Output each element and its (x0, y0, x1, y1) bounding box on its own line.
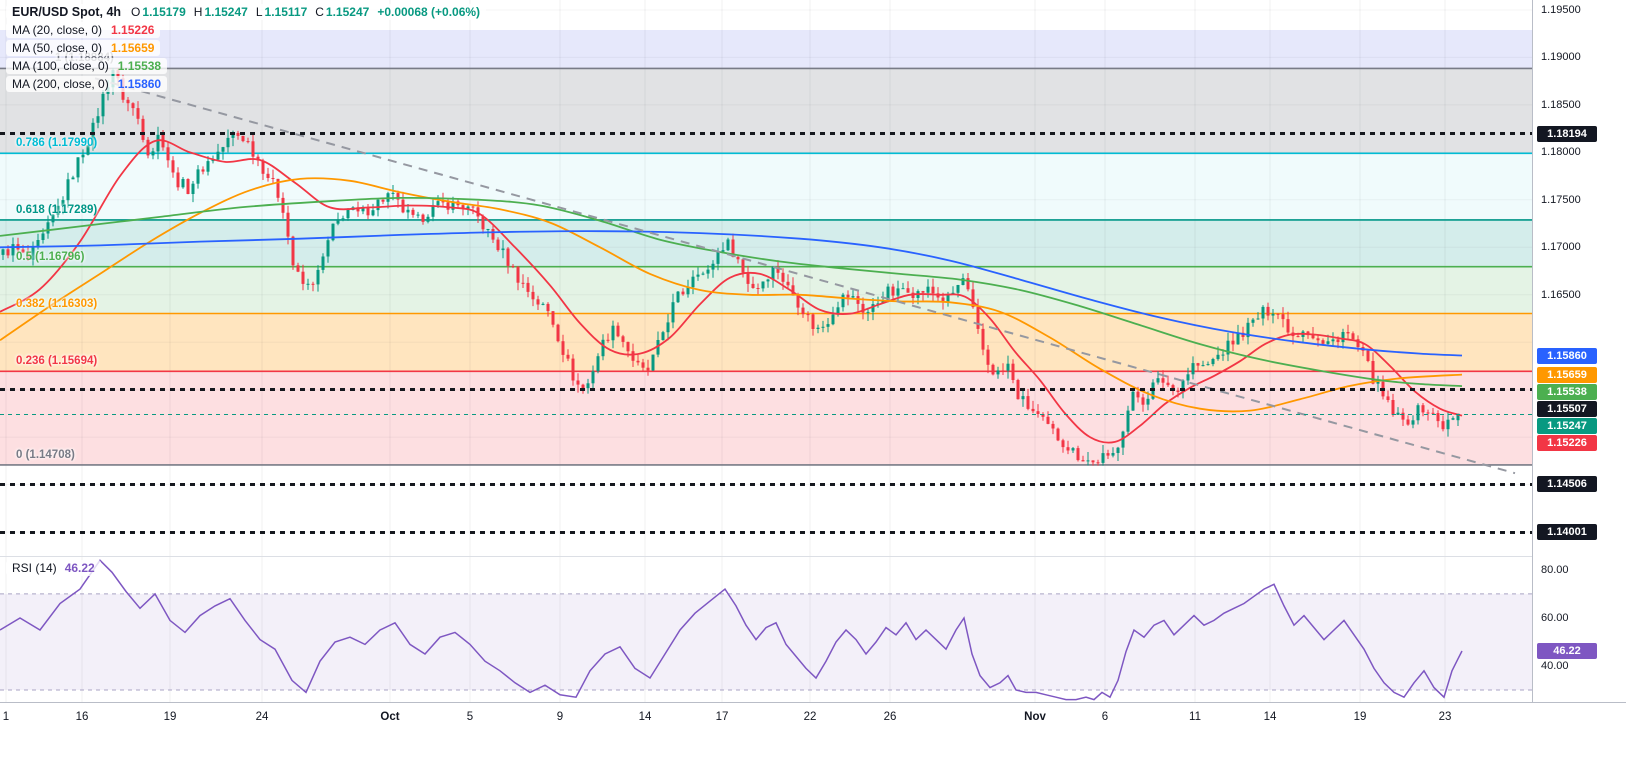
rsi-badge: 46.22 (1537, 643, 1597, 659)
ohlc-key: H (193, 5, 203, 19)
rsi-label: RSI (14) (12, 561, 57, 575)
rsi-axis-tick: 80.00 (1541, 563, 1569, 576)
price-axis-tick: 1.19000 (1541, 51, 1581, 64)
ohlc-values: O 1.15179 H 1.15247 L 1.15117 C 1.15247 (123, 5, 369, 19)
time-axis-tick: 19 (163, 711, 177, 723)
fib-zone (0, 313, 1532, 372)
price-axis[interactable]: 1.19500 1.19000 1.18500 1.18000 1.17500 1.170… (1532, 0, 1626, 702)
time-axis-tick: 22 (803, 711, 817, 723)
time-axis-tick: 16 (75, 711, 89, 723)
price-badge: 1.15538 (1537, 383, 1597, 400)
time-axis-tick: Oct (380, 711, 400, 723)
pane-separator (0, 556, 1532, 557)
ma-legend-row[interactable]: MA (50, close, 0) 1.15659 (6, 40, 161, 56)
ma-value: 1.15860 (117, 77, 162, 91)
price-axis-tick: 1.18500 (1541, 98, 1581, 111)
rsi-legend[interactable]: RSI (14) 46.22 (6, 560, 101, 576)
moving-average-lines (0, 139, 1463, 444)
fib-zone (0, 153, 1532, 220)
price-badge: 1.15507 (1537, 400, 1597, 417)
ma-legend-row[interactable]: MA (100, close, 0) 1.15538 (6, 58, 168, 74)
fib-level-lines[interactable] (0, 67, 1532, 466)
rsi-axis-tick: 60.00 (1541, 612, 1569, 624)
rsi-line (0, 559, 1463, 701)
fib-zone (0, 371, 1532, 465)
price-badge: 1.14506 (1537, 476, 1597, 492)
ohlc-value: 1.15179 (142, 5, 186, 19)
ma-value: 1.15538 (117, 59, 162, 73)
ohlc-value: 1.15117 (264, 5, 308, 19)
price-axis-tick: 1.19500 (1541, 4, 1581, 16)
time-axis-tick: 6 (1101, 711, 1109, 723)
time-axis-tick: 26 (883, 711, 897, 723)
symbol-row[interactable]: EUR/USD Spot, 4h O 1.15179 H 1.15247 L 1.1511… (6, 4, 487, 20)
price-axis-tick: 1.17000 (1541, 241, 1581, 254)
ohlc-value: 1.15247 (204, 5, 248, 19)
ma-value: 1.15226 (111, 23, 155, 37)
ohlc-key: L (255, 5, 263, 19)
time-axis-tick: 1 (2, 711, 10, 723)
fib-zone (0, 68, 1532, 154)
time-axis[interactable]: 1 16 19 24 Oct 5 9 14 17 22 26 Nov 6 11 14 19 23 (0, 702, 1626, 761)
rsi-axis-tick: 40.00 (1541, 660, 1569, 672)
time-axis-tick: 17 (715, 711, 729, 723)
rsi-value: 46.22 (64, 561, 95, 575)
symbol-title[interactable]: EUR/USD Spot, 4h (12, 5, 122, 19)
price-badge: 1.14001 (1537, 524, 1597, 540)
price-badge: 1.18194 (1537, 125, 1597, 142)
fib-zone (0, 266, 1532, 314)
time-axis-tick: Nov (1024, 711, 1046, 723)
price-badge: 1.15659 (1537, 366, 1597, 383)
time-axis-tick: 24 (255, 711, 269, 723)
ma-label: MA (20, close, 0) (12, 23, 103, 37)
price-badge: 1.15247 (1537, 417, 1597, 434)
ma-label: MA (100, close, 0) (12, 59, 109, 73)
ma-legend-rows: MA (20, close, 0) 1.15226 MA (50, close, 0… (6, 22, 486, 92)
price-axis-tick: 1.17500 (1541, 193, 1581, 206)
ma-label: MA (50, close, 0) (12, 41, 103, 55)
rsi-pane (0, 559, 1532, 701)
time-axis-tick: 5 (466, 711, 474, 723)
ohlc-key: C (315, 5, 324, 19)
time-axis-tick: 19 (1353, 711, 1367, 723)
time-axis-tick: 11 (1189, 711, 1201, 723)
time-axis-tick: 23 (1438, 711, 1452, 723)
time-axis-tick: 14 (1263, 711, 1277, 723)
ma-legend-row[interactable]: MA (20, close, 0) 1.15226 (6, 22, 161, 38)
ma-legend-row[interactable]: MA (200, close, 0) 1.15860 (6, 76, 168, 92)
time-axis-tick: 9 (556, 711, 564, 723)
ma-label: MA (200, close, 0) (12, 77, 109, 91)
ohlc-value: 1.15247 (325, 5, 370, 19)
fib-zone (0, 30, 1532, 69)
ohlc-key: O (131, 5, 141, 19)
trendline[interactable] (94, 77, 1516, 475)
price-axis-tick: 1.16500 (1541, 288, 1581, 301)
price-badge: 1.15226 (1537, 434, 1597, 451)
price-axis-tick: 1.18000 (1541, 146, 1581, 159)
fib-zones (0, 30, 1532, 465)
change-value: +0.00068 (+0.06%) (377, 5, 481, 19)
legend: EUR/USD Spot, 4h O 1.15179 H 1.15247 L 1.1511… (6, 4, 487, 94)
price-badge: 1.15860 (1537, 347, 1597, 364)
ma-value: 1.15659 (111, 41, 155, 55)
time-axis-tick: 14 (638, 711, 652, 723)
